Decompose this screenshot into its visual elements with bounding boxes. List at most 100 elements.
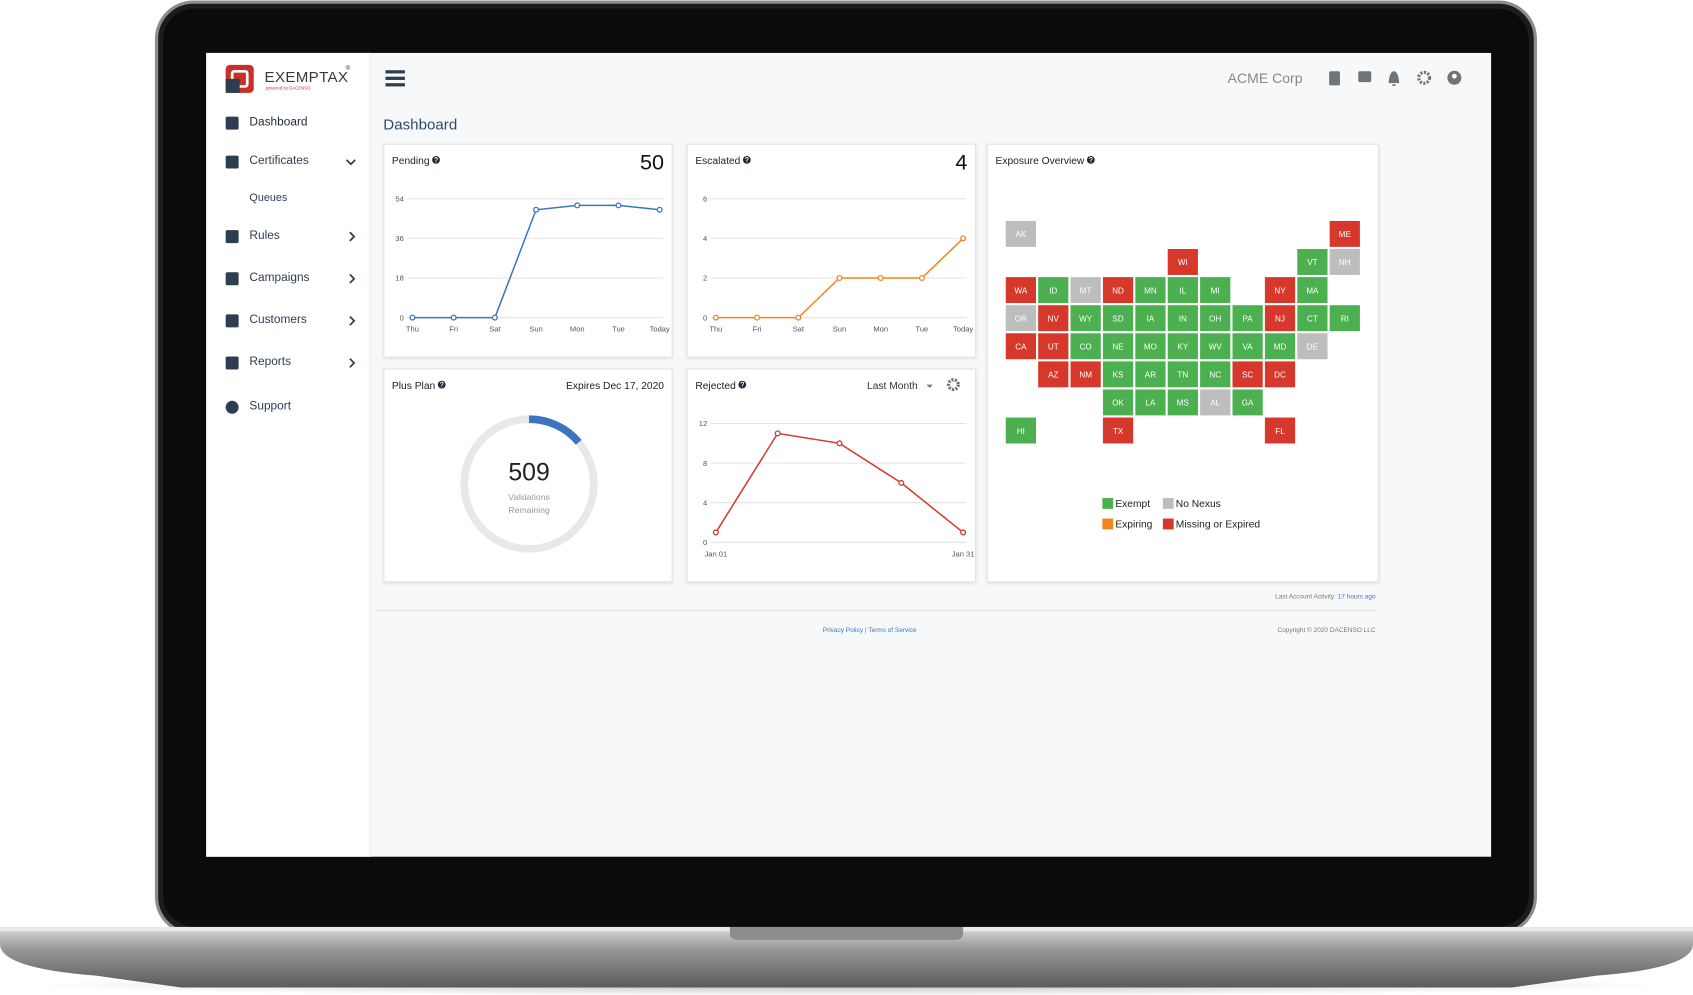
state-tile (1101, 360, 1135, 389)
sidebar-icon (225, 356, 239, 370)
legend-label: Expiring (1115, 520, 1152, 531)
point (918, 274, 925, 282)
point (795, 314, 802, 321)
point (450, 314, 457, 321)
privacy-link[interactable]: Privacy Policy (822, 627, 864, 635)
help-dot (1090, 161, 1092, 163)
plan-expiry: Expires Dec 17, 2020 (566, 381, 664, 392)
state-label: RI (1341, 314, 1349, 323)
x-tick-label: Jan 01 (705, 549, 728, 558)
remaining-count: 509 (508, 460, 549, 487)
state-label: TN (1177, 371, 1188, 380)
state-label: AK (1015, 230, 1026, 239)
point (898, 479, 905, 486)
state-label: CA (1015, 342, 1027, 351)
state-tile (1134, 360, 1167, 389)
point (960, 529, 967, 536)
state-label: IL (1179, 286, 1186, 295)
state-tile (1199, 276, 1232, 305)
state-label: ME (1339, 230, 1352, 239)
y-tick-label: 0 (400, 313, 404, 322)
select-caret (926, 384, 933, 388)
point (754, 314, 761, 321)
footer-links: Privacy Policy | Terms of Service (823, 628, 917, 634)
card: Rejected Last Month 0 4 8 12 Jan 01 Jan 31 (686, 368, 977, 583)
help-dot (741, 386, 743, 388)
x-tick-label: Sat (489, 325, 501, 334)
line (412, 204, 660, 319)
state-label: AR (1145, 371, 1156, 380)
icon-bell (1388, 71, 1400, 86)
state-tile (1004, 276, 1038, 305)
sidebar-icon (225, 272, 239, 286)
card-canvas: Rejected Last Month 0 4 8 12 Jan 01 Jan 31 (695, 378, 974, 558)
state-tile (1199, 304, 1232, 333)
x-tick-label: Sat (793, 325, 805, 334)
y-tick-label: 2 (703, 274, 707, 283)
point (712, 314, 719, 321)
state-tile (1101, 416, 1135, 445)
x-tick-label: Tue (916, 325, 929, 334)
help-mark (434, 156, 438, 161)
state-label: NH (1339, 258, 1351, 267)
card-title: Plus Plan (392, 381, 436, 392)
state-label: MS (1177, 399, 1190, 408)
card-title: Rejected (695, 381, 736, 392)
logo-mark-dark (225, 78, 240, 93)
state-label: TX (1113, 427, 1124, 436)
point (877, 274, 884, 282)
state-label: MT (1080, 286, 1092, 295)
state-label: WI (1178, 258, 1188, 267)
point (615, 202, 622, 209)
state-tile (1296, 276, 1329, 305)
menu-bar (385, 70, 405, 74)
state-tile (1069, 304, 1102, 333)
legend-swatch (1162, 518, 1174, 530)
state-tile (1037, 332, 1070, 361)
help-icon (432, 156, 440, 164)
state-tile (1069, 276, 1102, 305)
state-tile (1166, 304, 1200, 333)
terms-link[interactable]: Terms of Service (868, 627, 917, 635)
state-tile (1037, 304, 1070, 333)
point (774, 430, 781, 437)
footer-separator: | (864, 627, 867, 635)
x-tick-label: Thu (406, 325, 419, 334)
card: Exposure Overview WA OR CA AK HI ID NV UT AZ MT WY C… (986, 143, 1379, 583)
remaining-label: Validations Remaining (508, 492, 550, 516)
state-tile (1166, 276, 1200, 305)
settings-gear (946, 378, 960, 392)
state-label: ND (1112, 286, 1124, 295)
state-tile (1231, 332, 1264, 361)
state-label: VT (1307, 258, 1317, 267)
menu-bar (385, 83, 405, 87)
point (712, 529, 719, 536)
state-tile (1231, 304, 1264, 333)
chevron (349, 231, 356, 242)
sidebar-item: Customers (249, 313, 307, 327)
help-dot (435, 161, 437, 163)
help-mark (439, 381, 444, 386)
icon-gear (1417, 70, 1432, 85)
state-label: MD (1274, 342, 1287, 351)
help-icon (1086, 156, 1095, 164)
state-label: MA (1306, 286, 1319, 295)
state-label: LA (1145, 399, 1155, 408)
state-tile (1101, 304, 1135, 333)
period-select[interactable]: Last Month (867, 381, 918, 392)
point (960, 235, 967, 242)
chevron (349, 315, 356, 326)
legend-swatch (1102, 498, 1114, 509)
state-label: MI (1211, 286, 1220, 295)
legend-label: Missing or Expired (1176, 520, 1261, 531)
state-label: IA (1147, 314, 1155, 323)
y-tick-label: 0 (703, 313, 707, 322)
card-title: Pending (392, 156, 430, 167)
x-tick-label: Today (650, 325, 670, 334)
state-tile (1263, 360, 1297, 389)
card: Plus Plan Expires Dec 17, 2020 509 Validati… (383, 368, 673, 583)
state-label: HI (1017, 427, 1025, 436)
state-label: FL (1275, 427, 1285, 436)
headline-number: 4 (955, 150, 967, 175)
state-tile (1166, 332, 1200, 361)
